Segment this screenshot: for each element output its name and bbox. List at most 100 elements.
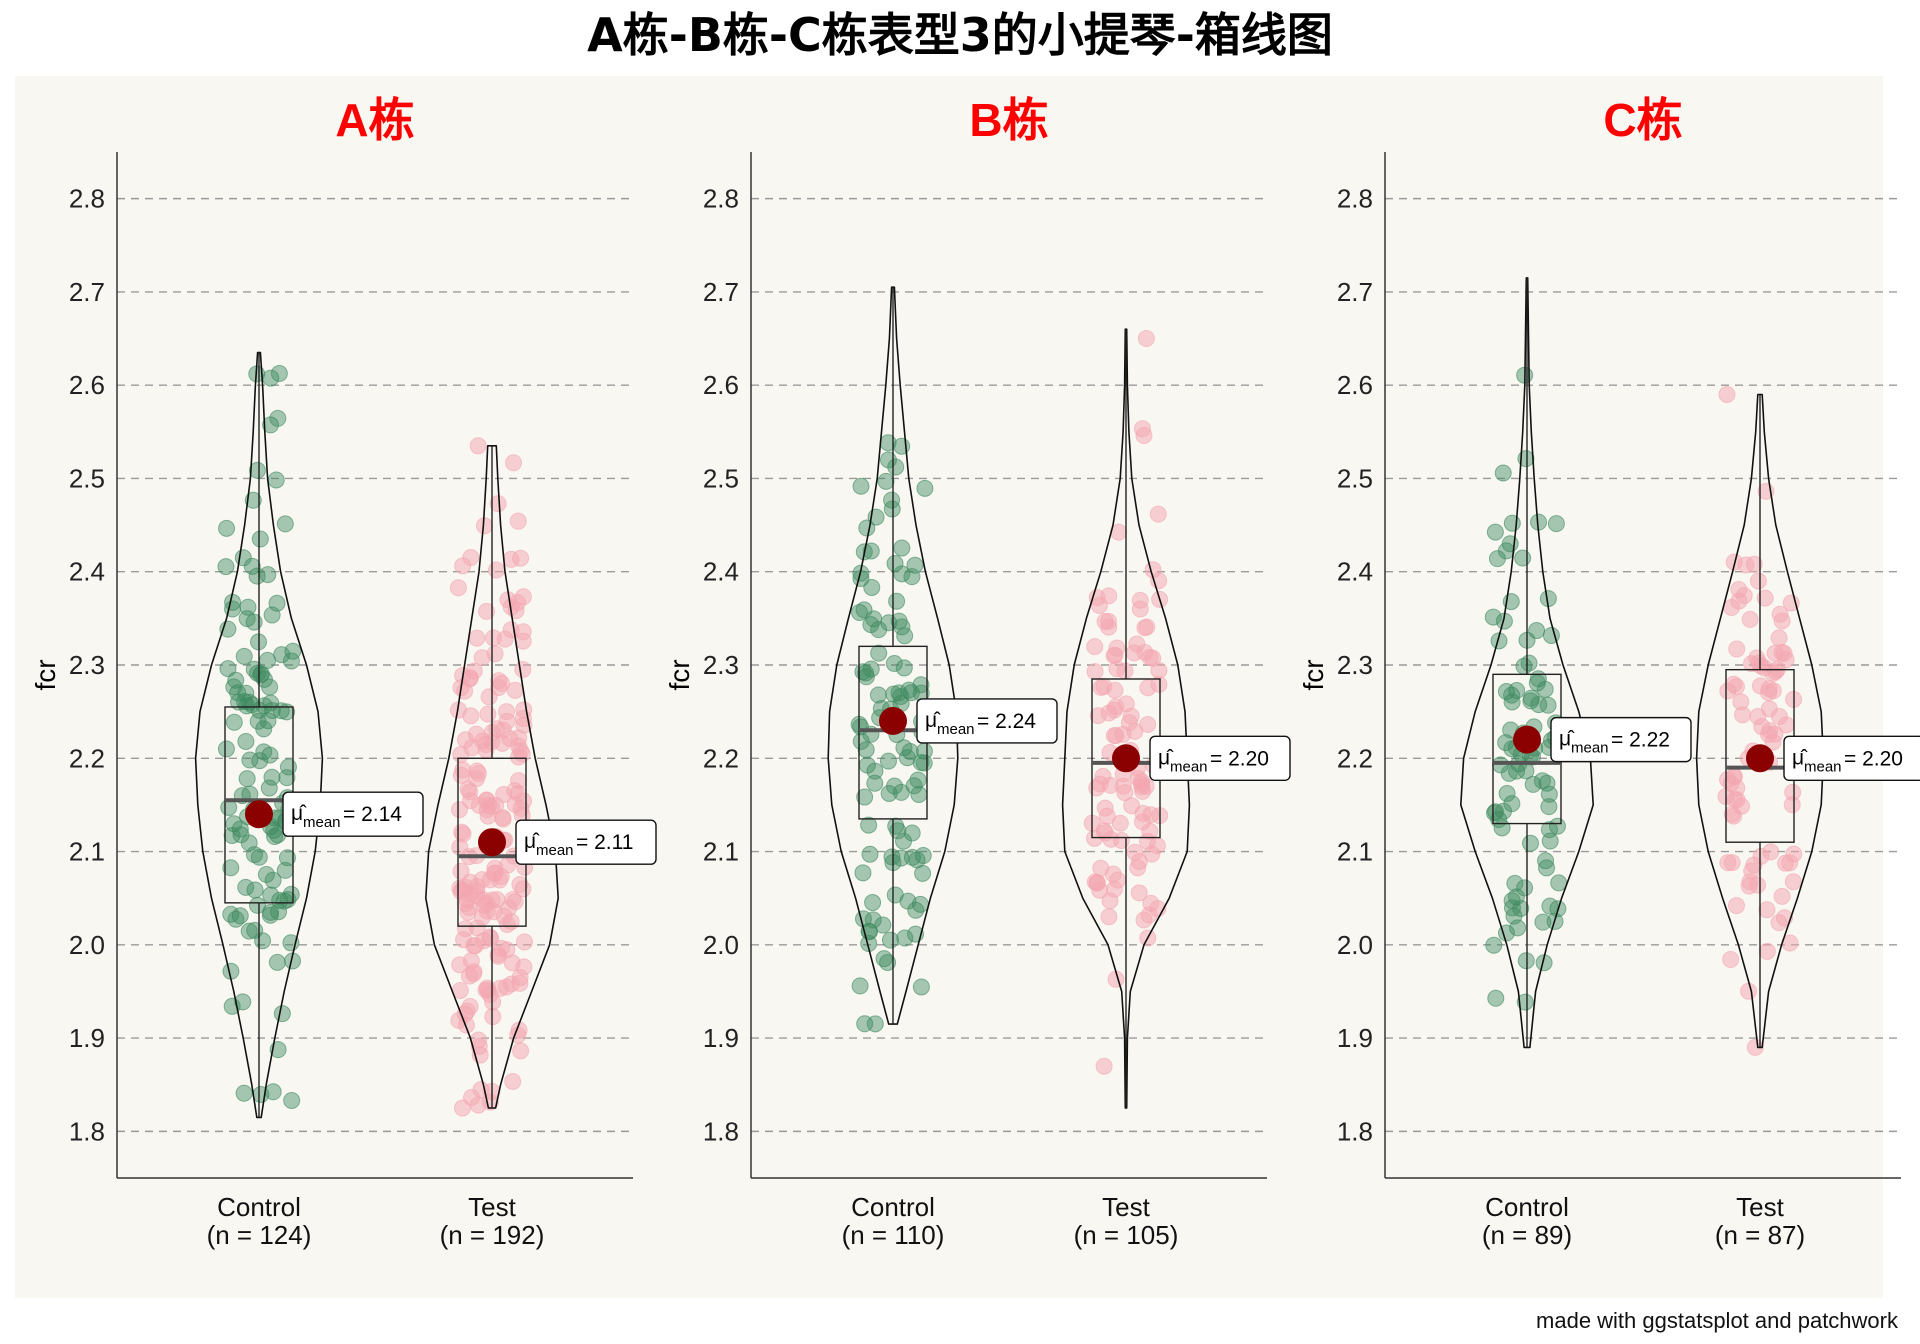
data-point bbox=[237, 878, 255, 896]
data-point bbox=[1770, 629, 1788, 647]
data-point bbox=[1756, 589, 1774, 607]
data-point bbox=[912, 978, 930, 996]
panel-title: C栋 bbox=[1603, 94, 1682, 146]
data-point bbox=[273, 1005, 291, 1023]
data-point bbox=[1533, 772, 1551, 790]
data-point bbox=[222, 905, 240, 923]
data-point bbox=[1528, 622, 1546, 640]
data-point bbox=[273, 646, 291, 664]
data-point bbox=[1522, 834, 1540, 852]
mean-symbol: μ̂ bbox=[1792, 746, 1808, 769]
data-point bbox=[914, 864, 932, 882]
data-point bbox=[887, 458, 905, 476]
data-point bbox=[1130, 884, 1148, 902]
y-tick-label: 2.5 bbox=[703, 463, 739, 493]
data-point bbox=[1134, 804, 1152, 822]
data-point bbox=[1764, 682, 1782, 700]
mean-subscript: mean bbox=[303, 814, 341, 831]
data-point bbox=[450, 801, 468, 819]
data-point bbox=[1725, 675, 1743, 693]
data-point bbox=[914, 847, 932, 865]
data-point bbox=[1541, 897, 1559, 915]
data-point bbox=[1764, 664, 1782, 682]
data-point bbox=[889, 822, 907, 840]
data-point bbox=[475, 932, 493, 950]
data-point bbox=[498, 712, 516, 730]
data-point bbox=[851, 977, 869, 995]
data-point bbox=[1137, 777, 1155, 795]
data-point bbox=[496, 630, 514, 648]
data-point bbox=[461, 997, 479, 1015]
data-point bbox=[1500, 764, 1518, 782]
y-tick-label: 2.6 bbox=[1337, 370, 1373, 400]
data-point bbox=[492, 939, 510, 957]
y-tick-label: 1.8 bbox=[703, 1116, 739, 1146]
data-point bbox=[1494, 464, 1512, 482]
data-point bbox=[1095, 677, 1113, 695]
data-point bbox=[1128, 635, 1146, 653]
data-point bbox=[857, 741, 875, 759]
data-point bbox=[217, 740, 235, 758]
x-tick-n-label: (n = 124) bbox=[207, 1220, 312, 1250]
data-point bbox=[223, 826, 241, 844]
mean-label-box bbox=[515, 819, 657, 865]
data-point bbox=[511, 969, 529, 987]
data-point bbox=[885, 685, 903, 703]
data-point bbox=[505, 454, 523, 472]
data-point bbox=[268, 594, 286, 612]
y-tick-label: 2.3 bbox=[703, 650, 739, 680]
chart-title: A栋-B栋-C栋表型3的小提琴-箱线图 bbox=[587, 8, 1333, 62]
data-point bbox=[238, 610, 256, 628]
data-point bbox=[490, 672, 508, 690]
panel-1: A栋 1.8 1.9 2.0 2.1 2.2 2.3 2.4 2.5 2.6 2.7 2.8 fcr μ̂… bbox=[30, 94, 657, 1250]
data-point bbox=[1758, 942, 1776, 960]
data-point bbox=[462, 707, 480, 725]
data-point bbox=[887, 817, 905, 835]
data-point bbox=[1503, 795, 1521, 813]
violin bbox=[194, 351, 324, 1119]
data-point bbox=[514, 660, 532, 678]
data-point bbox=[516, 933, 534, 951]
data-point bbox=[854, 864, 872, 882]
data-point bbox=[1506, 874, 1524, 892]
data-point bbox=[909, 771, 927, 789]
data-point bbox=[236, 692, 254, 710]
data-point bbox=[1135, 426, 1153, 444]
data-point bbox=[491, 979, 509, 997]
data-point bbox=[461, 792, 479, 810]
data-point bbox=[1100, 908, 1118, 926]
mean-subscript: mean bbox=[1170, 758, 1208, 775]
data-point bbox=[502, 913, 520, 931]
data-point bbox=[1517, 762, 1535, 780]
data-point bbox=[881, 931, 899, 949]
data-point bbox=[1741, 610, 1759, 628]
data-point bbox=[248, 567, 266, 585]
data-point bbox=[866, 774, 884, 792]
data-point bbox=[1723, 854, 1741, 872]
y-tick-label: 1.9 bbox=[703, 1023, 739, 1053]
data-point bbox=[1746, 1038, 1764, 1056]
data-point bbox=[1486, 523, 1504, 541]
y-tick-label: 1.9 bbox=[69, 1023, 105, 1053]
plot-background bbox=[15, 76, 1883, 1298]
data-point bbox=[1728, 640, 1746, 658]
y-tick-label: 2.0 bbox=[1337, 930, 1373, 960]
data-point bbox=[898, 749, 916, 767]
data-point bbox=[225, 713, 243, 731]
data-point bbox=[1094, 767, 1112, 785]
data-point bbox=[895, 659, 913, 677]
data-point bbox=[268, 953, 286, 971]
data-point bbox=[1086, 663, 1104, 681]
data-point bbox=[1138, 618, 1156, 636]
data-point bbox=[514, 632, 532, 650]
data-point bbox=[259, 566, 277, 584]
data-point bbox=[851, 604, 869, 622]
panel-title: B栋 bbox=[969, 94, 1048, 146]
data-point bbox=[1522, 689, 1540, 707]
data-point bbox=[1740, 982, 1758, 1000]
data-point bbox=[229, 684, 247, 702]
data-point bbox=[1503, 693, 1521, 711]
data-point bbox=[248, 461, 266, 479]
data-point bbox=[1503, 686, 1521, 704]
mean-value: = 2.20 bbox=[1210, 747, 1269, 770]
